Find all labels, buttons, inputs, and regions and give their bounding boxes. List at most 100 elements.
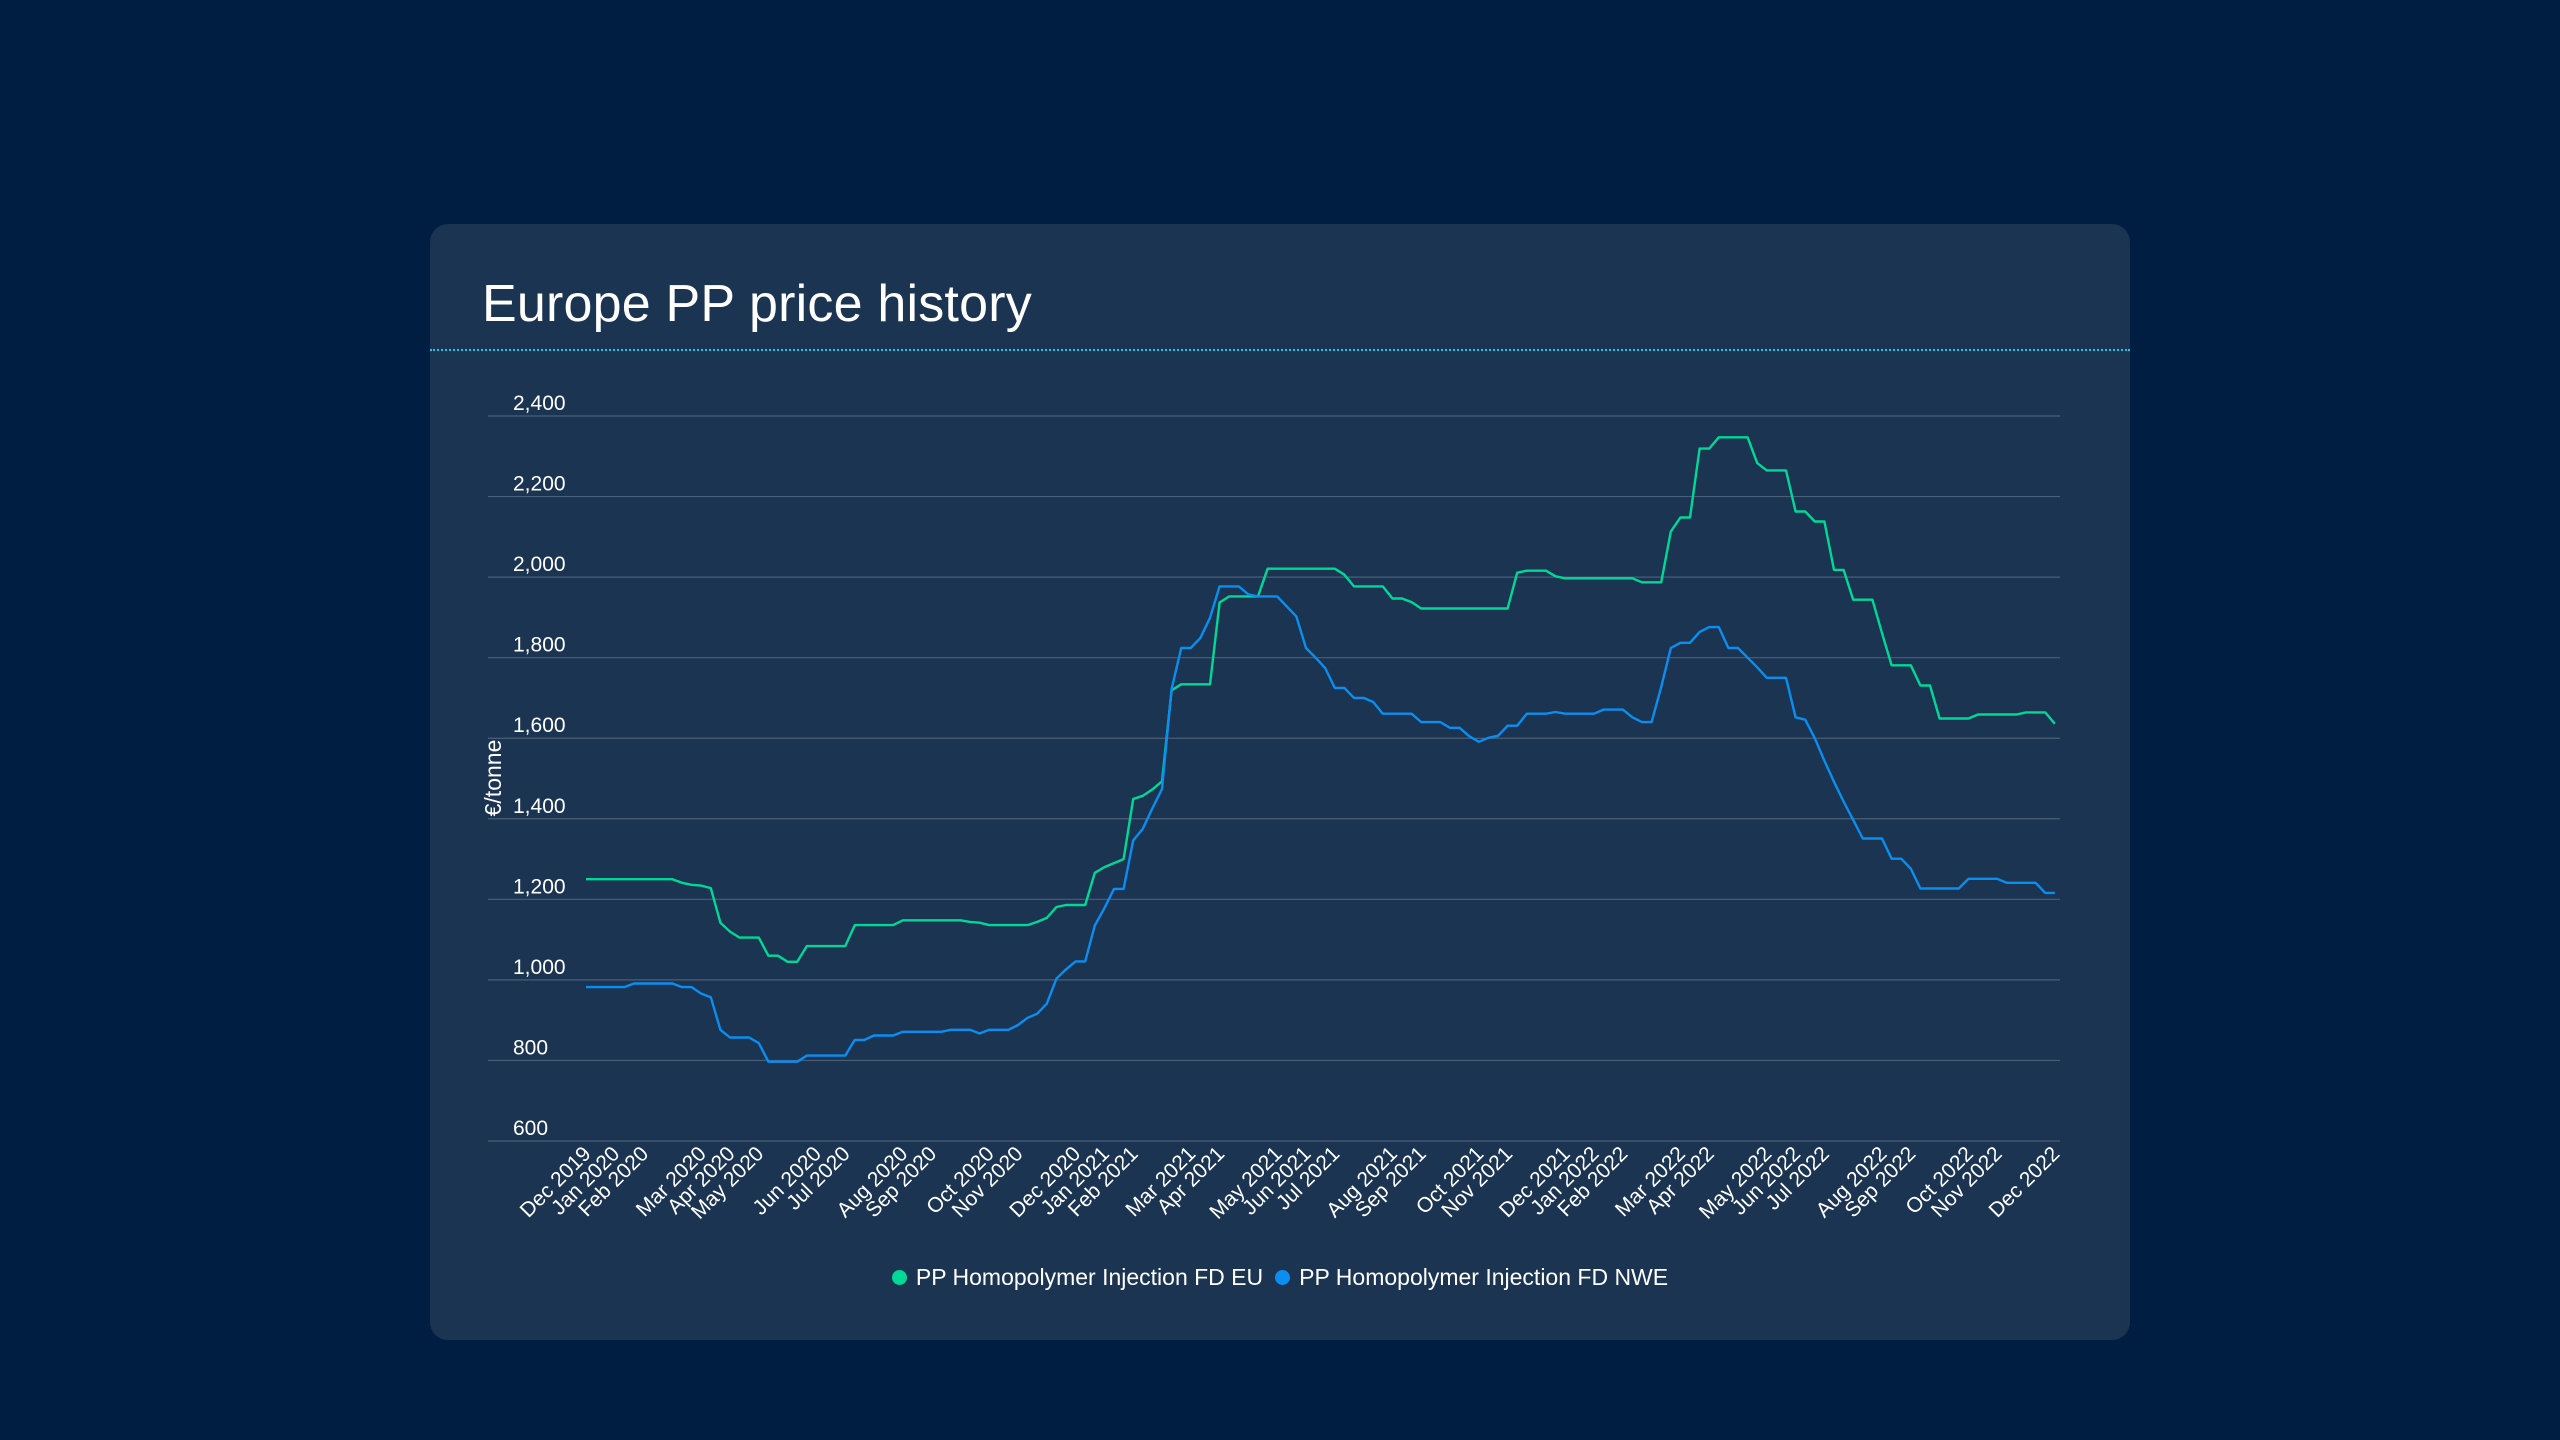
data-point[interactable]: [977, 920, 983, 926]
data-point[interactable]: [948, 917, 954, 923]
series-line[interactable]: [586, 585, 2055, 1063]
data-point[interactable]: [1303, 645, 1309, 651]
data-point[interactable]: [1812, 519, 1818, 525]
data-point[interactable]: [1764, 467, 1770, 473]
data-point[interactable]: [1485, 735, 1491, 741]
data-point[interactable]: [746, 935, 752, 941]
data-point[interactable]: [1783, 675, 1789, 681]
data-point[interactable]: [1015, 922, 1021, 928]
data-point[interactable]: [852, 1037, 858, 1043]
data-point[interactable]: [804, 1053, 810, 1059]
data-point[interactable]: [1965, 716, 1971, 722]
data-point[interactable]: [1927, 683, 1933, 689]
data-point[interactable]: [1898, 856, 1904, 862]
data-point[interactable]: [1725, 434, 1731, 440]
data-point[interactable]: [996, 1027, 1002, 1033]
data-point[interactable]: [1514, 570, 1520, 576]
data-point[interactable]: [1034, 919, 1040, 925]
data-point[interactable]: [708, 885, 714, 891]
data-point[interactable]: [1111, 886, 1117, 892]
data-point[interactable]: [919, 1029, 925, 1035]
data-point[interactable]: [1562, 575, 1568, 581]
data-point[interactable]: [833, 943, 839, 949]
data-point[interactable]: [996, 922, 1002, 928]
data-point[interactable]: [1735, 434, 1741, 440]
data-point[interactable]: [2004, 712, 2010, 718]
data-point[interactable]: [1879, 836, 1885, 842]
data-point[interactable]: [1908, 662, 1914, 668]
data-point[interactable]: [1745, 655, 1751, 661]
data-point[interactable]: [641, 981, 647, 987]
data-point[interactable]: [1572, 575, 1578, 581]
data-point[interactable]: [1178, 681, 1184, 687]
data-point[interactable]: [1956, 886, 1962, 892]
data-point[interactable]: [1773, 467, 1779, 473]
data-point[interactable]: [1284, 604, 1290, 610]
data-point[interactable]: [919, 917, 925, 923]
data-point[interactable]: [1505, 606, 1511, 612]
data-point[interactable]: [717, 920, 723, 926]
data-point[interactable]: [794, 959, 800, 965]
data-point[interactable]: [785, 959, 791, 965]
data-point[interactable]: [1572, 711, 1578, 717]
data-point[interactable]: [775, 1059, 781, 1065]
data-point[interactable]: [669, 981, 675, 987]
data-point[interactable]: [1860, 836, 1866, 842]
data-point[interactable]: [775, 953, 781, 959]
data-point[interactable]: [621, 876, 627, 882]
data-point[interactable]: [1821, 519, 1827, 525]
data-point[interactable]: [1044, 915, 1050, 921]
data-point[interactable]: [612, 984, 618, 990]
data-point[interactable]: [1140, 826, 1146, 832]
data-point[interactable]: [1188, 645, 1194, 651]
data-point[interactable]: [679, 880, 685, 886]
data-point[interactable]: [727, 929, 733, 935]
data-point[interactable]: [1053, 976, 1059, 982]
data-point[interactable]: [1533, 711, 1539, 717]
data-point[interactable]: [1293, 566, 1299, 572]
data-point[interactable]: [1226, 583, 1232, 589]
data-point[interactable]: [1869, 597, 1875, 603]
data-point[interactable]: [1668, 529, 1674, 535]
data-point[interactable]: [957, 917, 963, 923]
data-point[interactable]: [1149, 786, 1155, 792]
data-point[interactable]: [1217, 600, 1223, 606]
data-point[interactable]: [1389, 596, 1395, 602]
data-point[interactable]: [1207, 615, 1213, 621]
data-point[interactable]: [881, 1033, 887, 1039]
series-line[interactable]: [586, 436, 2056, 963]
data-point[interactable]: [871, 1033, 877, 1039]
data-point[interactable]: [2052, 721, 2058, 727]
data-point[interactable]: [1399, 711, 1405, 717]
data-point[interactable]: [890, 922, 896, 928]
data-point[interactable]: [1485, 606, 1491, 612]
data-point[interactable]: [650, 876, 656, 882]
data-point[interactable]: [794, 1059, 800, 1065]
data-point[interactable]: [2042, 709, 2048, 715]
data-point[interactable]: [612, 876, 618, 882]
data-point[interactable]: [1994, 876, 2000, 882]
data-point[interactable]: [986, 922, 992, 928]
data-point[interactable]: [1178, 645, 1184, 651]
data-point[interactable]: [1245, 591, 1251, 597]
data-point[interactable]: [909, 917, 915, 923]
data-point[interactable]: [1591, 711, 1597, 717]
data-point[interactable]: [1716, 624, 1722, 630]
data-point[interactable]: [1197, 681, 1203, 687]
data-point[interactable]: [1034, 1011, 1040, 1017]
data-point[interactable]: [1985, 876, 1991, 882]
data-point[interactable]: [1581, 711, 1587, 717]
data-point[interactable]: [1793, 714, 1799, 720]
data-point[interactable]: [1207, 681, 1213, 687]
data-point[interactable]: [967, 919, 973, 925]
data-point[interactable]: [1361, 695, 1367, 701]
data-point[interactable]: [1197, 635, 1203, 641]
data-point[interactable]: [1831, 567, 1837, 573]
data-point[interactable]: [1265, 593, 1271, 599]
data-point[interactable]: [1149, 805, 1155, 811]
data-point[interactable]: [1620, 575, 1626, 581]
data-point[interactable]: [881, 922, 887, 928]
data-point[interactable]: [1754, 664, 1760, 670]
data-point[interactable]: [967, 1027, 973, 1033]
data-point[interactable]: [631, 981, 637, 987]
